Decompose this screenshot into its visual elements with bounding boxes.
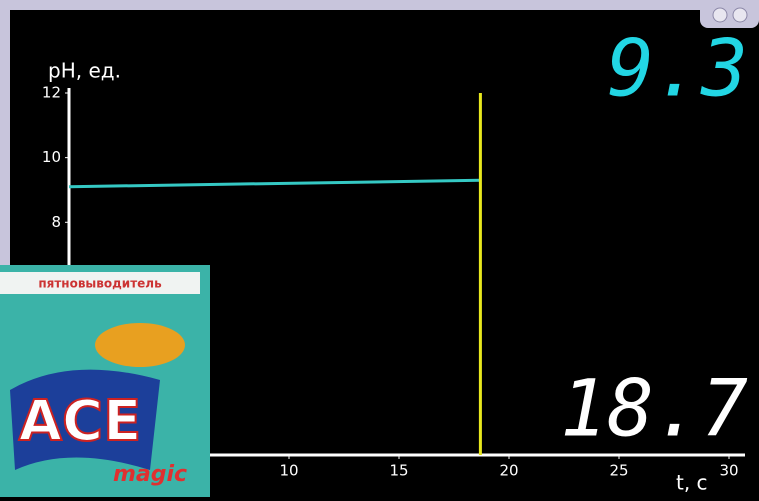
x-tick-label: 30 xyxy=(719,462,738,480)
brand: ACE xyxy=(19,389,142,454)
y-axis-label: pH, ед. xyxy=(48,59,121,83)
product-photo: пятновыводитель ACE magic xyxy=(0,265,210,497)
y-tick-label: 10 xyxy=(42,148,61,166)
window-button[interactable] xyxy=(732,7,748,23)
logo-shield xyxy=(10,369,160,470)
banner-text: пятновыводитель xyxy=(38,277,162,291)
x-tick-label: 10 xyxy=(279,462,298,480)
time-readout: 18.7 xyxy=(560,364,748,454)
y-tick-label: 8 xyxy=(51,213,61,231)
x-tick-label: 20 xyxy=(499,462,518,480)
ph-readout: 9.3 xyxy=(607,24,748,114)
x-tick-label: 25 xyxy=(609,462,628,480)
y-tick-label: 12 xyxy=(42,84,61,102)
logo-swirl xyxy=(95,323,185,367)
window-frame-left xyxy=(0,0,10,497)
brand-subtitle: magic xyxy=(113,462,187,487)
package-banner xyxy=(0,272,200,294)
window-frame-top xyxy=(0,0,759,10)
ph-line xyxy=(68,178,481,189)
x-tick-label: 15 xyxy=(389,462,408,480)
x-axis-label: t, с xyxy=(676,471,708,495)
window-button[interactable] xyxy=(712,7,728,23)
